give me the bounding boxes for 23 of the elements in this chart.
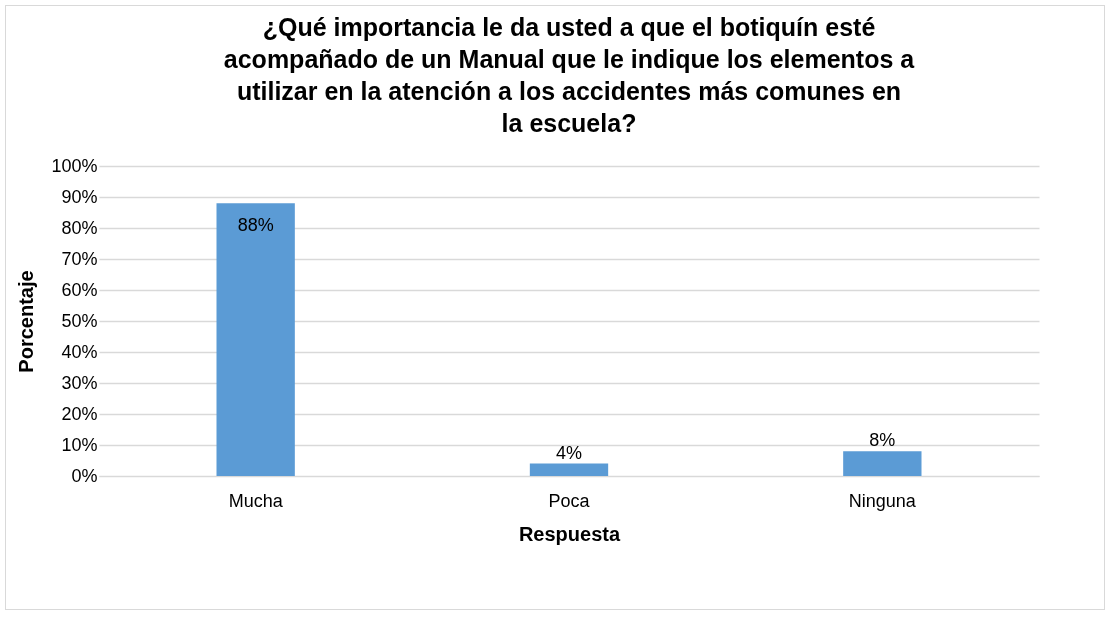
data-label: 88% <box>237 215 274 236</box>
bar <box>529 463 609 476</box>
y-tick-label: 10% <box>61 434 98 455</box>
data-label: 4% <box>555 442 583 463</box>
y-tick-label: 100% <box>51 155 98 176</box>
data-label: 8% <box>869 430 896 451</box>
y-tick-label: 20% <box>61 403 98 424</box>
y-tick-label: 70% <box>61 248 98 269</box>
x-axis-title: Respuesta <box>518 522 621 545</box>
y-axis-title: Porcentaje <box>15 270 38 373</box>
x-tick-label: Poca <box>548 490 591 511</box>
y-tick-label: 50% <box>61 310 98 331</box>
bar <box>843 451 922 476</box>
chart-title: ¿Qué importancia le da usted a que el botiquín esté acompañado de un Manual que le indique los elementos a utilizar en la atención a los accidentes más comunes en la escuela? <box>223 13 916 137</box>
y-tick-label: 90% <box>61 186 98 207</box>
y-tick-label: 80% <box>61 217 98 238</box>
y-tick-label: 60% <box>61 279 98 300</box>
y-tick-label: 40% <box>61 341 98 362</box>
bar <box>216 203 295 476</box>
y-tick-label: 0% <box>71 465 98 486</box>
y-tick-label: 30% <box>61 372 98 393</box>
x-tick-label: Mucha <box>228 490 284 511</box>
x-tick-label: Ninguna <box>848 490 917 511</box>
